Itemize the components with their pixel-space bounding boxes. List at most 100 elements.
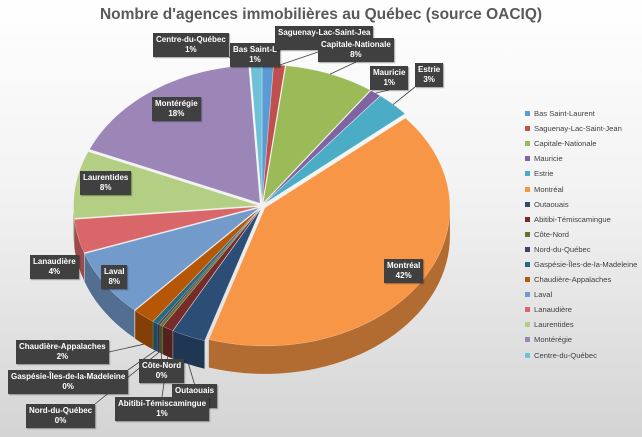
legend-swatch [525,126,530,132]
legend-swatch [525,186,530,192]
pie-side-lanaudiere [74,219,85,281]
legend-swatch [525,246,530,252]
data-label-name: Laval [104,267,125,276]
legend-item-abitibi-temiscamingue: Abitibi-Témiscamingue [525,212,639,227]
data-label-value: 8% [350,50,362,59]
legend-swatch [525,352,530,358]
data-label-name: Centre-du-Québec [156,35,226,44]
data-label-name: Bas Saint-L [233,45,278,54]
legend-item-laurentides: Laurentides [525,317,639,332]
leader-line-capitale-nationale [329,61,357,75]
pie-side-cote-nord [159,324,163,355]
legend-swatch [525,322,530,328]
data-label-value: 1% [156,409,168,418]
data-label-value: 0% [54,416,67,425]
data-label-name: Capitale-Nationale [321,40,391,49]
legend-label: Laval [534,290,553,300]
legend-label: Saguenay-Lac-Saint-Jean [534,124,622,134]
data-label-gaspesie-iles-de-la-madeleine: Gaspésie-Îles-de-la-Madeleine 0% [8,370,129,394]
legend-swatch [525,156,530,162]
legend-item-outaouais: Outaouais [525,197,639,212]
pie-side-gaspesie-iles-de-la-madeleine [153,321,158,352]
data-label-value: 3% [423,75,435,84]
legend-label: Côte-Nord [534,229,570,239]
data-label-abitibi-temiscamingue: Abitibi-Témiscamingue 1% [115,397,210,421]
data-label-value: 0% [62,382,74,391]
legend-swatch [525,216,530,222]
data-label-mauricie: Mauricie 1% [370,66,409,90]
data-label-name: Montréal [387,261,421,270]
data-label-value: 18% [168,109,185,118]
legend-swatch [525,141,530,147]
legend-swatch [525,231,530,237]
data-label-value: 2% [56,352,69,361]
pie-slice-laurentides [73,151,259,219]
pie-side-abitibi-temiscamingue [162,326,173,359]
legend-label: Abitibi-Témiscamingue [534,214,611,224]
data-label-cote-nord: Côte-Nord 0% [139,359,185,383]
data-label-name: Gaspésie-Îles-de-la-Madeleine [11,372,126,381]
legend-label: Montérégie [534,335,572,345]
data-label-value: 1% [185,45,197,54]
data-label-bas-saint-laurent: Bas Saint-L 1% [230,43,281,67]
leader-line-mauricie [375,89,390,94]
legend-label: Gaspésie-Îles-de-la-Madeleine [534,259,638,269]
legend-label: Estrie [534,169,554,179]
legend-item-estrie: Estrie [525,166,639,181]
legend-swatch [525,277,530,283]
data-label-value: 4% [48,267,61,276]
data-label-name: Chaudière-Appalaches [19,342,106,351]
pie-side-chaudiere-appalaches [135,310,153,350]
legend-label: Nord-du-Québec [534,244,591,254]
data-label-value: 0% [155,371,168,380]
pie-slice-abitibi-temiscamingue [162,208,261,331]
legend-item-cote-nord: Côte-Nord [525,227,639,242]
pie-side-laval [84,253,135,338]
legend-label: Laurentides [534,320,574,330]
data-label-name: Estrie [418,65,441,74]
leader-line-chaudiere-appalaches [108,343,144,353]
legend-label: Chaudière-Appalaches [534,275,612,285]
data-label-name: Côte-Nord [142,361,182,370]
legend-item-capitale-nationale: Capitale-Nationale [525,136,639,151]
pie-side-laurentides [73,205,75,247]
legend-label: Centre-du-Québec [534,350,597,360]
legend-swatch [525,307,530,313]
legend-swatch [525,201,530,207]
data-label-name: Montérégie [155,99,198,108]
data-label-name: Nord-du-Québec [29,406,93,415]
data-label-nord-du-quebec: Nord-du-Québec 0% [26,404,96,428]
data-label-lanaudiere: Lanaudière 4% [30,255,79,279]
pie-side-montreal [208,207,450,374]
legend-item-saguenay-lac-saint-jean: Saguenay-Lac-Saint-Jean [525,121,639,136]
data-label-name: Abitibi-Témiscamingue [118,399,207,408]
data-label-name: Saguenay-Lac-Saint-Jea [278,28,371,37]
data-label-centre-du-quebec: Centre-du-Québec 1% [153,33,229,57]
leader-line-estrie [392,86,416,105]
pie-slice-nord-du-quebec [157,208,261,326]
legend-item-mauricie: Mauricie [525,151,639,166]
pie-slice-cote-nord [159,208,261,327]
data-label-name: Outaouais [175,386,215,395]
data-label-value: 8% [99,183,112,192]
pie-slice-estrie [264,95,406,204]
legend-swatch [525,337,530,343]
legend-item-lanaudiere: Lanaudière [525,302,639,317]
legend-label: Lanaudière [534,305,573,315]
legend-swatch [525,171,530,177]
data-label-value: 42% [395,271,412,280]
legend-label: Bas Saint-Laurent [534,109,595,119]
legend-item-bas-saint-laurent: Bas Saint-Laurent [525,106,639,121]
pie-slice-gaspesie-iles-de-la-madeleine [152,208,261,325]
pie-slice-capitale-nationale [262,65,371,204]
pie-slice-montreal [208,117,451,347]
legend-item-montreal: Montréal [525,181,639,196]
data-label-montreal: Montréal 42% [384,259,424,283]
legend-swatch [525,292,530,298]
legend-item-nord-du-quebec: Nord-du-Québec [525,242,639,257]
pie-side-nord-du-quebec [157,323,160,353]
data-label-laurentides: Laurentides 8% [80,171,132,195]
legend-item-centre-du-quebec: Centre-du-Québec [525,348,639,363]
